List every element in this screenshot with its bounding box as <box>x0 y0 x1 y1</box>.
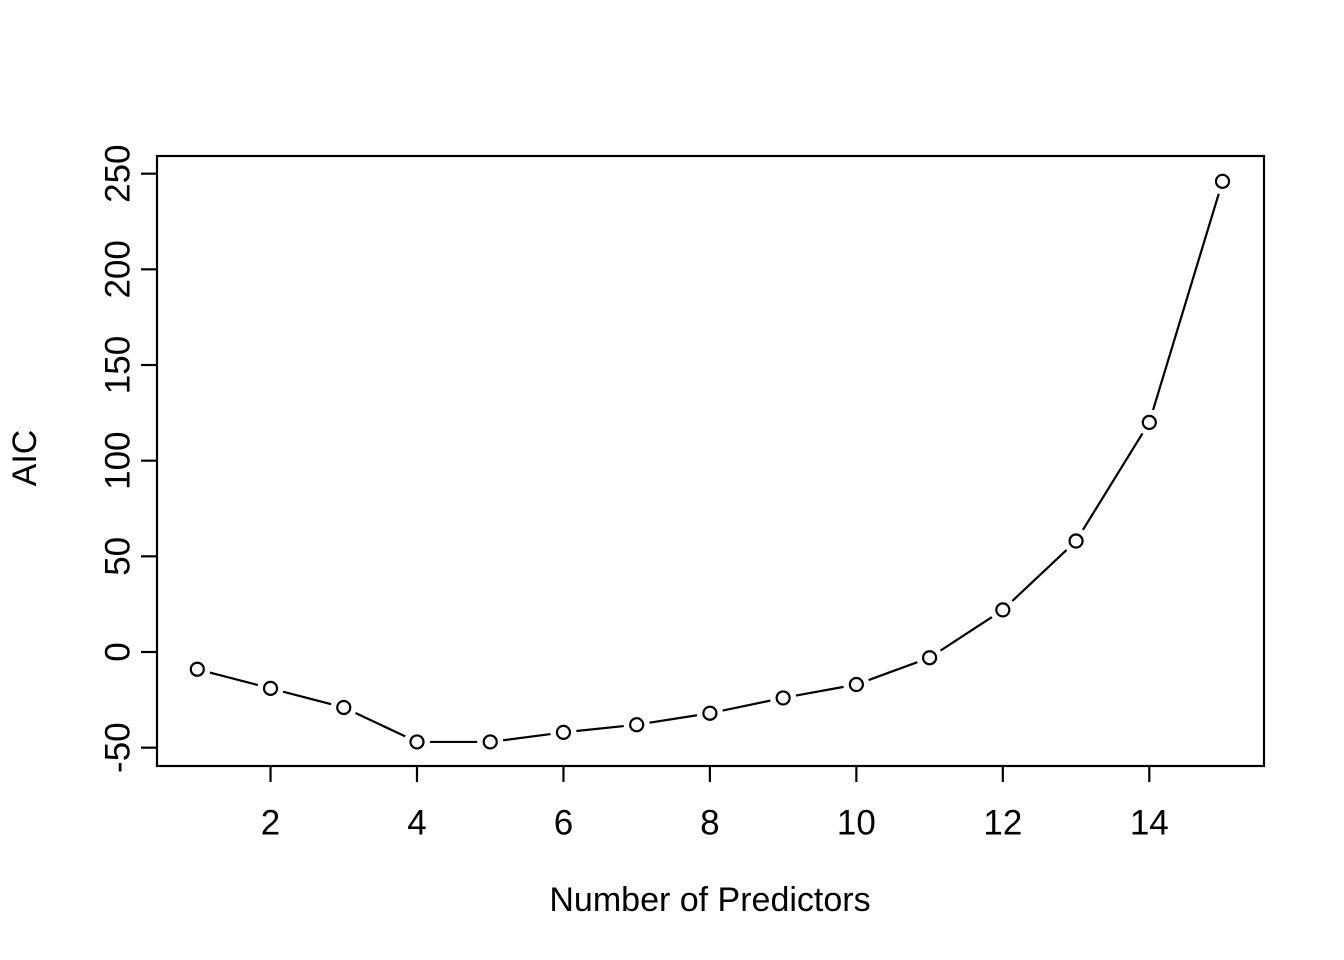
series-line-segment <box>868 661 918 682</box>
x-axis-tick-label: 8 <box>700 804 719 843</box>
data-point-marker <box>1141 414 1157 431</box>
data-point-marker <box>629 717 645 733</box>
data-point-marker <box>482 734 498 750</box>
y-axis-tick-label: 50 <box>99 537 138 576</box>
data-point-marker <box>995 602 1011 618</box>
series-line-segment <box>282 690 332 706</box>
x-axis-tick-label: 2 <box>261 804 280 843</box>
series-line-segment <box>1011 549 1068 602</box>
data-point-marker <box>1214 173 1231 189</box>
y-axis-tick-label: 200 <box>99 240 138 298</box>
series-line-segment <box>502 732 551 742</box>
series-line-segment <box>1152 193 1220 411</box>
data-point-marker <box>336 699 352 716</box>
series-line-segment <box>209 671 259 687</box>
series-line-segment <box>649 714 698 724</box>
series-line-segment <box>576 724 624 733</box>
series-line-segment <box>1081 432 1144 531</box>
y-axis-tick-label: 250 <box>99 144 138 202</box>
y-axis-tick-label: 0 <box>99 642 138 661</box>
series-line-segment <box>939 616 993 652</box>
series-line-segment <box>355 712 406 738</box>
x-axis-tick-label: 4 <box>407 804 426 843</box>
y-axis-tick-label: 150 <box>99 336 138 394</box>
x-axis-tick-label: 6 <box>554 804 573 843</box>
x-axis-tick-label: 14 <box>1130 804 1169 843</box>
series-line-segment <box>795 685 844 697</box>
x-axis-title: Number of Predictors <box>549 881 871 919</box>
y-axis-title: AIC <box>6 429 44 487</box>
data-point-marker <box>848 676 864 693</box>
data-point-marker <box>775 690 791 706</box>
series-line-segment <box>722 699 771 712</box>
data-point-marker <box>1068 533 1084 549</box>
data-point-marker <box>189 661 205 677</box>
data-point-marker <box>262 680 279 696</box>
data-point-marker <box>409 734 425 750</box>
x-axis-tick-label: 12 <box>983 804 1022 843</box>
data-point-marker <box>702 705 718 721</box>
y-axis-tick-label: -50 <box>99 722 138 773</box>
data-point-marker <box>555 724 572 740</box>
x-axis-tick-label: 10 <box>837 804 876 843</box>
data-point-marker <box>921 650 938 666</box>
plot-box <box>155 154 1266 768</box>
y-axis-tick-label: 100 <box>99 431 138 489</box>
